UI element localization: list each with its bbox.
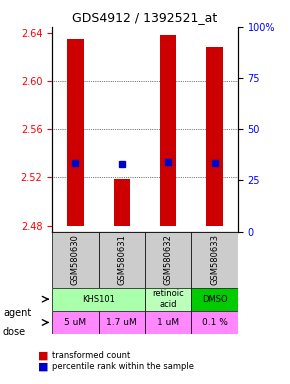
Text: percentile rank within the sample: percentile rank within the sample (52, 362, 194, 371)
Text: GSM580631: GSM580631 (117, 234, 126, 285)
FancyBboxPatch shape (99, 232, 145, 288)
Text: transformed count: transformed count (52, 351, 130, 360)
FancyBboxPatch shape (191, 288, 238, 311)
Title: GDS4912 / 1392521_at: GDS4912 / 1392521_at (72, 11, 218, 24)
Text: 1.7 uM: 1.7 uM (106, 318, 137, 327)
Text: 0.1 %: 0.1 % (202, 318, 228, 327)
Text: dose: dose (3, 327, 26, 337)
Bar (67, 39, 84, 226)
Text: GSM580633: GSM580633 (210, 234, 219, 285)
Text: retinoic
acid: retinoic acid (152, 290, 184, 309)
Bar (206, 47, 223, 226)
FancyBboxPatch shape (52, 311, 99, 334)
FancyBboxPatch shape (191, 311, 238, 334)
Text: GSM580630: GSM580630 (71, 234, 80, 285)
FancyBboxPatch shape (145, 232, 191, 288)
FancyBboxPatch shape (191, 232, 238, 288)
FancyBboxPatch shape (52, 288, 145, 311)
Text: KHS101: KHS101 (82, 295, 115, 304)
FancyBboxPatch shape (145, 288, 191, 311)
FancyBboxPatch shape (99, 311, 145, 334)
Text: agent: agent (3, 308, 31, 318)
Text: ■: ■ (38, 362, 48, 372)
Text: ■: ■ (38, 350, 48, 360)
Bar (114, 179, 130, 226)
FancyBboxPatch shape (52, 232, 99, 288)
Text: 5 uM: 5 uM (64, 318, 86, 327)
Bar (160, 35, 176, 226)
FancyBboxPatch shape (145, 311, 191, 334)
Text: GSM580632: GSM580632 (164, 234, 173, 285)
Text: DMSO: DMSO (202, 295, 227, 304)
Text: 1 uM: 1 uM (157, 318, 179, 327)
